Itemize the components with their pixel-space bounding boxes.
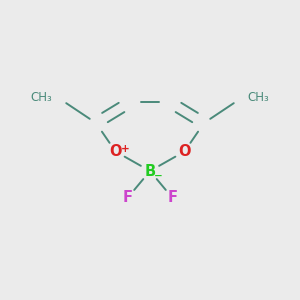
Text: +: + — [121, 144, 130, 154]
Text: −: − — [154, 170, 163, 181]
Text: CH₃: CH₃ — [248, 91, 269, 104]
Text: O: O — [109, 144, 122, 159]
Text: O: O — [178, 144, 191, 159]
Text: F: F — [167, 190, 178, 206]
Text: B: B — [144, 164, 156, 178]
Text: F: F — [122, 190, 133, 206]
Text: CH₃: CH₃ — [31, 91, 52, 104]
